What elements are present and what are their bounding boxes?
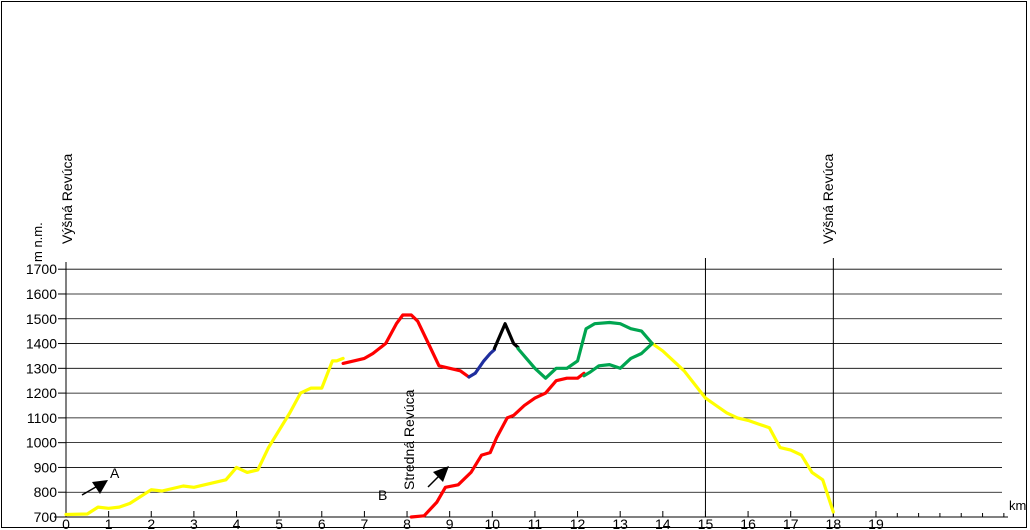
x-tick-label: 4	[233, 516, 241, 530]
x-tick-label: 13	[612, 516, 628, 530]
end-location-label: Výšná Revúca	[820, 154, 836, 244]
direction-arrows	[82, 466, 449, 495]
x-tick-label: 0	[62, 516, 70, 530]
marker-b-label: B	[378, 487, 387, 503]
x-tick-label: 6	[318, 516, 326, 530]
series-line	[343, 315, 469, 377]
y-tick-label: 1300	[26, 360, 57, 376]
x-tick-label: 9	[446, 516, 454, 530]
x-tick-label: 10	[485, 516, 501, 530]
x-tick-label: 1	[105, 516, 113, 530]
y-tick-label: 1600	[26, 286, 57, 302]
x-tick-label: 19	[868, 516, 884, 530]
series-line	[66, 358, 343, 514]
x-axis-unit-label: km	[1009, 498, 1026, 513]
series-layer	[66, 315, 833, 517]
y-tick-label: 1000	[26, 435, 57, 451]
x-tick-label: 11	[528, 516, 543, 530]
x-tick-label: 3	[190, 516, 198, 530]
x-tick-label: 5	[275, 516, 283, 530]
x-tick-label: 16	[740, 516, 756, 530]
series-line	[411, 373, 584, 517]
series-line	[652, 344, 833, 513]
y-tick-label: 1500	[26, 311, 57, 327]
start-location-label: Výšná Revúca	[59, 154, 75, 244]
x-tick-label: 2	[147, 516, 155, 530]
mid-location-label: Stredná Revúca	[401, 389, 417, 490]
y-tick-label: 900	[34, 459, 58, 475]
x-tick-label: 18	[826, 516, 842, 530]
x-tick-label: 14	[655, 516, 671, 530]
marker-a-label: A	[110, 465, 120, 481]
arrow-b-icon	[428, 466, 449, 487]
y-tick-label: 700	[34, 509, 58, 525]
y-tick-label: 1400	[26, 336, 57, 352]
y-tick-label: 800	[34, 484, 58, 500]
y-tick-label: 1200	[26, 385, 57, 401]
label-layer: m n.m. Výšná Revúca Výšná Revúca Stredná…	[30, 154, 1026, 513]
y-tick-label: 1700	[26, 261, 57, 277]
x-tick-label: 12	[570, 516, 586, 530]
y-axis-label: m n.m.	[30, 222, 45, 262]
series-line	[494, 324, 518, 349]
series-line	[584, 344, 652, 376]
arrow-a-icon	[82, 480, 108, 495]
y-tick-label: 1100	[27, 410, 57, 426]
vertical-marker-layer	[66, 258, 833, 517]
x-tick-label: 17	[783, 516, 799, 530]
series-line	[469, 350, 495, 377]
x-tick-label: 7	[361, 516, 369, 530]
grid-layer	[66, 269, 1002, 492]
x-tick-label: 8	[403, 516, 411, 530]
x-tick-label: 15	[698, 516, 714, 530]
series-line	[518, 323, 652, 379]
